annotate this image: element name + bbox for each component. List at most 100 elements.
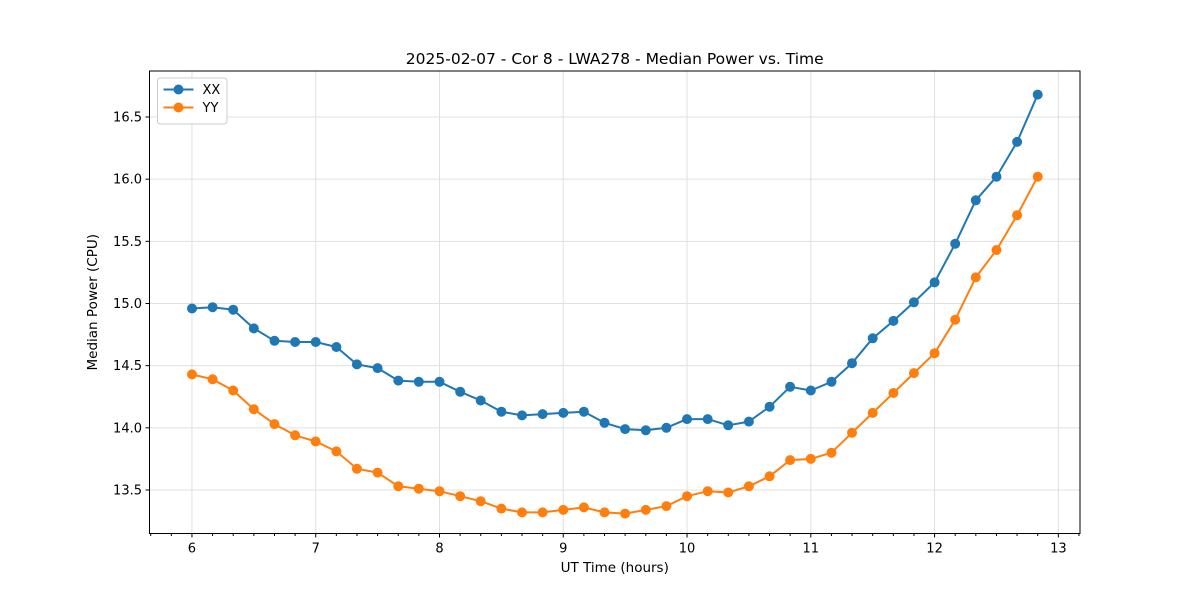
data-point [1012,210,1023,221]
data-point [290,430,301,441]
x-tick-label: 7 [312,542,320,557]
data-point [908,368,919,379]
x-tick-label: 9 [559,542,567,557]
x-tick-label: 13 [1050,542,1067,557]
data-point [888,315,899,326]
x-tick-label: 8 [435,542,443,557]
data-point [496,406,507,417]
data-point [620,424,631,435]
y-tick-label: 16.5 [113,111,142,126]
data-point [434,376,445,387]
legend-label-XX: XX [203,83,221,98]
data-point [496,503,507,514]
data-point [558,407,569,418]
data-point [950,314,961,325]
data-point [207,374,218,385]
data-point [351,463,362,474]
data-point [743,416,754,427]
data-point [620,508,631,519]
data-point [661,501,672,512]
data-point [455,386,466,397]
y-axis-label: Median Power (CPU) [85,234,101,370]
data-point [785,455,796,466]
data-point [372,363,383,374]
data-point [764,471,775,482]
y-tick-label: 16.0 [113,173,142,188]
data-point [1032,89,1043,100]
x-tick-label: 10 [679,542,696,557]
data-point [558,504,569,515]
data-point [475,496,486,507]
data-point [393,481,404,492]
data-point [290,337,301,347]
data-point [517,410,527,421]
data-point [351,359,362,370]
series-markers-XX [187,89,1043,436]
x-tick-label: 11 [803,542,820,557]
data-point [867,407,878,418]
data-point [310,337,321,347]
data-point [393,375,404,386]
series-markers-YY [187,171,1043,519]
data-point [248,323,259,334]
data-point [413,376,424,387]
data-point [723,420,734,431]
data-point [434,486,445,497]
legend-label-YY: YY [202,101,219,116]
data-point [764,401,775,412]
data-point [970,272,981,283]
data-point [475,395,486,406]
data-point [682,414,692,425]
data-point [805,453,816,464]
data-point [826,447,837,458]
data-point [929,348,940,359]
data-point [950,238,961,249]
data-point [908,297,919,308]
x-tick-label: 12 [926,542,943,557]
legend-marker [173,102,184,113]
data-point [269,419,280,430]
data-point [867,333,878,344]
data-point [187,303,197,314]
data-point [248,404,259,415]
data-point [455,491,466,502]
x-tick-label: 6 [188,542,196,557]
data-point [888,388,899,398]
data-point [187,369,197,380]
data-point [331,446,342,457]
series-layer [187,89,1043,519]
data-point [599,507,610,518]
y-tick-label: 15.5 [113,235,142,250]
y-tick-label: 14.5 [113,359,142,374]
data-point [929,277,940,288]
plot-border [149,70,1081,534]
data-point [991,245,1002,255]
data-point [578,406,589,417]
data-point [599,417,610,428]
data-point [372,467,383,478]
data-point [578,502,589,513]
data-point [331,342,342,352]
grid-layer [149,71,1080,534]
data-point [991,171,1002,182]
data-point [970,195,981,206]
y-tick-label: 13.5 [113,483,142,498]
data-point [702,414,713,425]
series-line-XX [191,93,1039,432]
chart-title: 2025-02-07 - Cor 8 - LWA278 - Median Pow… [406,50,824,68]
legend: XX YY [157,77,228,125]
tick-label-layer: 13.5 14.0 14.5 15.0 15.5 16.0 16.5 6 7 8 9 10 11 12 13 [113,111,1067,557]
data-point [207,302,218,313]
data-point [723,487,734,498]
data-point [682,491,692,502]
legend-marker [173,84,184,95]
y-tick-label: 14.0 [113,421,142,436]
data-point [1032,171,1043,182]
data-point [826,376,837,387]
data-point [743,481,754,492]
data-point [805,385,816,396]
data-point [1012,136,1023,147]
data-point [640,425,651,436]
